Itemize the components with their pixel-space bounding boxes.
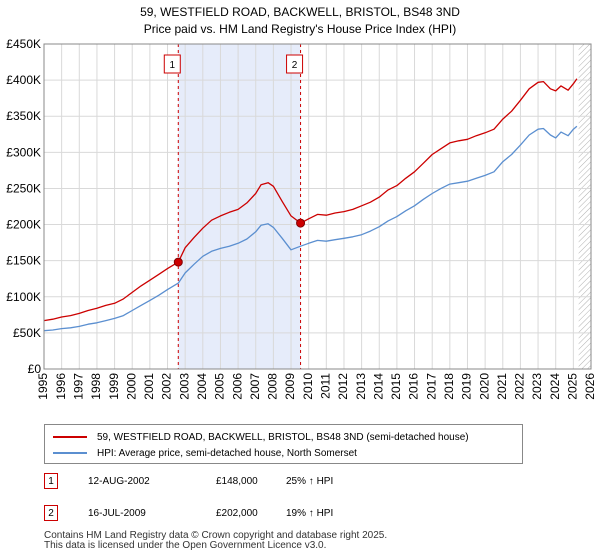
- legend-swatch-red: [53, 436, 87, 438]
- x-tick-label: 2015: [389, 373, 403, 400]
- x-tick-label: 2001: [142, 373, 156, 400]
- y-tick-label: £350K: [6, 109, 41, 123]
- x-tick-label: 2020: [477, 373, 491, 400]
- y-tick-label: £300K: [6, 145, 41, 159]
- x-tick-label: 2023: [530, 373, 544, 400]
- x-tick-label: 2003: [177, 373, 191, 400]
- x-tick-label: 2011: [318, 373, 332, 399]
- x-tick-label: 2000: [124, 373, 138, 400]
- x-tick-label: 2008: [266, 373, 280, 400]
- transaction-date: 12-AUG-2002: [88, 475, 150, 487]
- annotation-label: 1: [169, 60, 175, 71]
- x-tick-label: 2024: [548, 373, 562, 400]
- x-tick-label: 2005: [213, 373, 227, 400]
- transaction-price: £148,000: [216, 475, 258, 487]
- legend-item-property: 59, WESTFIELD ROAD, BACKWELL, BRISTOL, B…: [53, 429, 469, 445]
- transaction-badge: 1: [44, 473, 58, 489]
- transaction-hpi-change: 25% ↑ HPI: [286, 475, 334, 487]
- x-tick-label: 2010: [301, 373, 315, 400]
- y-tick-label: £50K: [13, 326, 41, 340]
- footer-copyright: Contains HM Land Registry data © Crown c…: [44, 530, 388, 541]
- y-tick-label: £200K: [6, 218, 41, 232]
- y-tick-label: £0: [28, 362, 42, 376]
- footer-license: This data is licensed under the Open Gov…: [44, 540, 327, 551]
- x-tick-label: 2021: [495, 373, 509, 400]
- x-tick-label: 2006: [230, 373, 244, 400]
- transaction-price: £202,000: [216, 507, 258, 519]
- transaction-row: 2 16-JUL-2009 £202,000 19% ↑ HPI: [44, 503, 333, 523]
- x-tick-label: 2016: [407, 373, 421, 400]
- legend-label-property: 59, WESTFIELD ROAD, BACKWELL, BRISTOL, B…: [97, 431, 469, 443]
- transaction-date: 16-JUL-2009: [88, 507, 146, 519]
- chart-title: 59, WESTFIELD ROAD, BACKWELL, BRISTOL, B…: [140, 5, 460, 19]
- plot-background: [44, 44, 591, 369]
- transaction-row: 1 12-AUG-2002 £148,000 25% ↑ HPI: [44, 471, 333, 491]
- x-tick-label: 1996: [54, 373, 68, 400]
- annotation-label: 2: [292, 60, 298, 71]
- highlight-region: [178, 44, 301, 369]
- y-tick-label: £250K: [6, 181, 41, 195]
- x-tick-label: 2012: [336, 373, 350, 400]
- x-tick-label: 2017: [424, 373, 438, 400]
- plot-area: [43, 43, 592, 370]
- x-tick-label: 2004: [195, 373, 209, 400]
- legend-label-hpi: HPI: Average price, semi-detached house,…: [97, 447, 357, 459]
- x-tick-label: 2014: [371, 373, 385, 400]
- x-tick-label: 2022: [513, 373, 527, 400]
- price-chart: 59, WESTFIELD ROAD, BACKWELL, BRISTOL, B…: [6, 5, 597, 400]
- legend-item-hpi: HPI: Average price, semi-detached house,…: [53, 445, 357, 461]
- x-tick-label: 1999: [107, 373, 121, 400]
- x-tick-label: 2026: [583, 373, 597, 400]
- legend-swatch-blue: [53, 452, 87, 454]
- y-tick-label: £450K: [6, 37, 41, 51]
- x-tick-label: 2019: [460, 373, 474, 400]
- series-line-hpi: [43, 125, 578, 332]
- x-tick-label: 2009: [283, 373, 297, 400]
- x-tick-label: 2025: [566, 373, 580, 400]
- x-tick-label: 2002: [160, 373, 174, 400]
- series-line-property: [43, 78, 578, 322]
- forecast-hatch: [578, 44, 591, 369]
- chart-subtitle: Price paid vs. HM Land Registry's House …: [144, 22, 456, 36]
- y-tick-label: £100K: [6, 290, 41, 304]
- annotation-box: [286, 54, 304, 74]
- transaction-badge: 2: [44, 505, 58, 521]
- footer: Contains HM Land Registry data © Crown c…: [44, 531, 387, 551]
- legend: 59, WESTFIELD ROAD, BACKWELL, BRISTOL, B…: [44, 424, 523, 464]
- x-tick-label: 2007: [248, 373, 262, 400]
- x-tick-label: 1998: [89, 373, 103, 400]
- x-tick-label: 1997: [71, 373, 85, 400]
- x-tick-label: 2018: [442, 373, 456, 400]
- x-tick-label: 2013: [354, 373, 368, 400]
- x-tick-label: 1995: [36, 373, 50, 400]
- y-tick-label: £150K: [6, 254, 41, 268]
- annotation-box: [163, 54, 181, 74]
- transaction-hpi-change: 19% ↑ HPI: [286, 507, 334, 519]
- y-tick-label: £400K: [6, 73, 41, 87]
